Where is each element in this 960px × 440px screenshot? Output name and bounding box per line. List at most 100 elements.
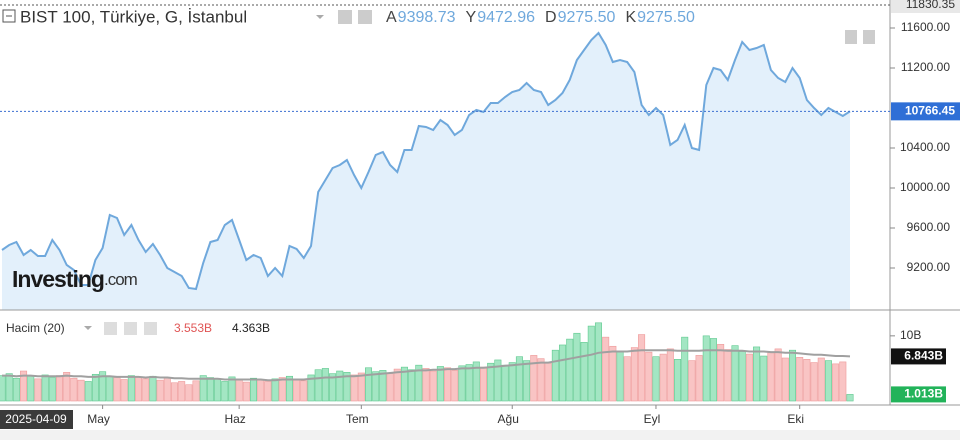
volume-bar [789,349,797,402]
volume-bar [444,367,452,402]
price-area [2,33,850,310]
volume-bar [609,345,617,402]
volume-bar [487,362,495,402]
volume-bar [566,338,574,402]
volume-bar [544,362,552,402]
volume-bar [192,380,200,402]
volume-bar [350,374,358,402]
volume-bar [594,322,602,402]
volume-bar [199,375,207,402]
volume-bar [695,355,703,402]
volume-bar [343,372,351,402]
visibility-button[interactable] [358,10,372,24]
volume-bar [242,381,250,402]
volume-bar [250,377,258,402]
ohlc-value: 9398.73 [398,9,456,26]
volume-bar [731,345,739,402]
y-tick-label: 11600.00 [901,20,950,34]
x-tick-label: Eki [787,412,804,426]
volume-legend-name: Hacim (20) [6,321,65,335]
volume-bar [458,365,466,402]
volume-last-badge [891,386,946,403]
ohlc-legend: A 9398.73 Y 9472.96 D 9275.50 K 9275.50 [386,9,695,26]
scroll-down-button[interactable] [845,30,857,44]
volume-ma-legend-value: 4.363B [232,321,270,335]
volume-bar [810,362,818,402]
dropdown-arrow[interactable] [84,326,92,330]
volume-bar [264,381,272,402]
volume-bar [221,381,229,402]
volume-bar [336,370,344,402]
volume-bar [321,368,329,402]
volume-bar [674,359,682,402]
volume-bar [451,370,459,402]
volume-bar [494,359,502,402]
volume-bar [379,370,387,402]
x-tick-label: Tem [346,412,369,426]
volume-bar [185,384,193,402]
volume-bar [55,375,63,402]
volume-bar [0,375,6,402]
volume-tick-label: 10B [900,328,921,342]
volume-bar [271,378,279,402]
settings-button[interactable] [338,10,352,24]
volume-bar [149,375,157,402]
volume-bar [436,366,444,402]
volume-bar [41,374,49,402]
close-button[interactable] [144,322,157,335]
volume-bar [120,379,128,402]
volume-bar [48,377,56,402]
settings-button[interactable] [124,322,137,335]
volume-bar [278,377,286,402]
volume-bar [523,360,531,402]
volume-bar [365,367,373,402]
volume-legend-value: 3.553B [174,321,212,335]
volume-bar [587,325,595,402]
volume-bar [135,376,143,402]
volume-bar [70,377,78,402]
visibility-button[interactable] [104,322,117,335]
volume-bar [156,379,164,402]
volume-bar [501,364,509,402]
volume-bar [465,364,473,402]
volume-bar [630,347,638,402]
volume-bar [738,351,746,402]
dropdown-arrow[interactable] [316,15,324,19]
volume-bar [314,369,322,402]
volume-bar [12,377,20,402]
volume-bar [285,375,293,402]
volume-bar [214,378,222,402]
volume-bar [638,334,646,402]
volume-ma-line [2,349,851,382]
volume-bar [329,373,337,402]
volume-last-badge-label: 1.013B [904,387,943,401]
ohlc-value: 9275.50 [637,9,695,26]
price-plot [1,31,851,310]
y-tick-label: 9600.00 [907,220,951,234]
bottom-toolbar [0,430,960,440]
volume-bar [178,381,186,402]
price-line [1,31,851,291]
x-tick-label: Haz [224,412,245,426]
scroll-up-button[interactable] [863,30,875,44]
volume-bar [832,363,840,402]
chart-title: BIST 100, Türkiye, G, İstanbul [20,7,247,26]
volume-bar [372,371,380,402]
volume-bar [551,349,559,402]
volume-bar [796,357,804,402]
volume-bar [415,364,423,402]
y-tick-label: 10000.00 [900,180,950,194]
volume-bar [307,374,315,402]
cursor-date-label: 2025-04-09 [5,412,67,426]
volume-bar [702,335,710,402]
volume-bar [479,366,487,402]
y-tick-label: 10400.00 [900,140,950,154]
volume-bar [472,361,480,402]
volume-bar [300,380,308,402]
volume-bar [760,355,768,402]
volume-bar [235,379,243,402]
volume-bar [559,344,567,402]
last-price-badge [891,102,960,121]
y-tick-label: 11200.00 [901,60,950,74]
volume-bar [293,378,301,402]
